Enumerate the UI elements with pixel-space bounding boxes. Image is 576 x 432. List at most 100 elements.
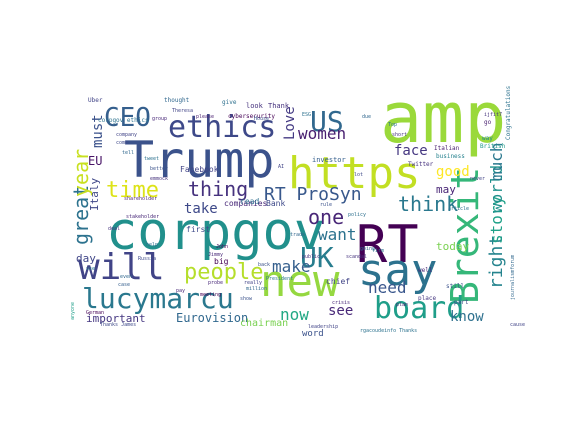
word-twitter: Twitter (408, 161, 434, 168)
word-short: short (392, 132, 407, 138)
word-shareholder: shareholder (124, 196, 157, 202)
word-come: come (116, 140, 128, 146)
word-president: President (266, 276, 293, 282)
word-deal: deal (108, 226, 120, 232)
word-think: think (398, 192, 458, 216)
word-right: right (486, 235, 507, 289)
word-company: company (116, 132, 137, 138)
word-https: https (288, 148, 420, 199)
word-leadership: leadership (308, 324, 338, 330)
word-important: important (86, 312, 146, 325)
word-today: today (436, 240, 469, 253)
word-will: will (78, 247, 165, 288)
word-see: see (328, 303, 353, 319)
word-great: great (69, 185, 93, 245)
word-jimmy: Jimmy (208, 252, 223, 258)
word-going: going (360, 246, 375, 252)
word-corpgov-ethics: corpgov ethics (98, 117, 149, 124)
word-stakeholder: stakeholder (126, 214, 159, 220)
word-pay: pay (176, 288, 185, 294)
word-article: article (448, 206, 469, 212)
word-group: group (152, 116, 167, 122)
word-please: please (196, 114, 214, 120)
word-meeting: meeting (200, 292, 221, 298)
word-much: much (487, 142, 506, 181)
word-thanks-james: Thanks James (100, 322, 136, 328)
word-congratulations: Congratulations (505, 85, 512, 140)
word-well: well (418, 267, 433, 274)
word-theresa: Theresa (172, 108, 193, 114)
word-thought: thought (164, 97, 190, 104)
word-german: German (86, 310, 104, 316)
word-russia: Russia (138, 256, 156, 262)
word-rgacoudeinfo-thanks: rgacoudeinfo Thanks (360, 328, 417, 334)
word-cause: cause (510, 322, 525, 328)
word-trade: trade (290, 232, 305, 238)
word-italy: Italy (88, 178, 101, 211)
word-facebook: Facebook (180, 165, 219, 174)
word-ijfit7: ijfit7 (484, 112, 502, 118)
word-may: may (436, 183, 456, 196)
word-chief: chief (326, 277, 350, 286)
word-back: back (258, 262, 270, 268)
word-case: case (118, 282, 130, 288)
word-top: Top (388, 122, 397, 128)
word-want: want (318, 225, 357, 244)
word-probe: probe (208, 280, 223, 286)
word-house: House (254, 116, 269, 122)
word-look: look (246, 102, 264, 110)
word-amp: amp (380, 77, 506, 159)
word-lucymarcu: lucymarcu (82, 282, 234, 315)
word-public: public (302, 254, 320, 260)
word-ai: AI (278, 164, 284, 170)
word-cybersecurity: cybersecurity (228, 113, 275, 120)
word-ethics: ethics (168, 110, 276, 145)
word-tweet: tweet (144, 156, 159, 162)
word-people: people (184, 260, 263, 285)
word-uk: UK (300, 241, 334, 274)
word-john: John (216, 244, 228, 250)
word-good: good (436, 164, 470, 180)
word-board: board (374, 291, 464, 326)
word-take: take (184, 201, 218, 217)
word-read: read (240, 197, 259, 206)
word-brexit: Brexit (443, 167, 487, 304)
word-plan: plan (396, 302, 408, 308)
word-know: know (450, 309, 484, 325)
word-companies: companies (224, 199, 268, 208)
word-love: Love (282, 106, 298, 140)
word-go: go (484, 119, 492, 126)
word-use: use (86, 266, 95, 272)
word-new: new (260, 256, 340, 307)
word-women: women (298, 124, 346, 143)
word-really: really (244, 280, 262, 286)
word-ceo: CEO (104, 103, 151, 133)
word-rt: RT (356, 215, 419, 275)
word-crisis: crisis (332, 300, 350, 306)
word-italian: Italian (434, 145, 460, 152)
word-year: year (69, 149, 93, 197)
word-rt-prosyn: RT ProSyn (264, 184, 362, 205)
word-part: part (454, 299, 469, 306)
word-never: never (470, 176, 485, 182)
word-show: show (240, 296, 253, 302)
word-tell: tell (122, 150, 134, 156)
word-lot: lot (354, 172, 363, 178)
word-scandal: scandal (346, 254, 367, 260)
word-one: one (308, 205, 344, 229)
word-place: place (418, 295, 436, 302)
word-investor: investor (312, 156, 346, 164)
word-us: US (310, 105, 344, 138)
word-must: must (90, 114, 106, 148)
word-say: say (358, 245, 437, 296)
word-day: day (76, 252, 96, 265)
word-story: story (487, 195, 506, 244)
word-eu: EU (88, 154, 102, 168)
word-thank: Thank (268, 102, 290, 110)
word-word: word (302, 329, 324, 339)
word-big: big (214, 257, 229, 266)
word-policy: policy (348, 212, 366, 218)
